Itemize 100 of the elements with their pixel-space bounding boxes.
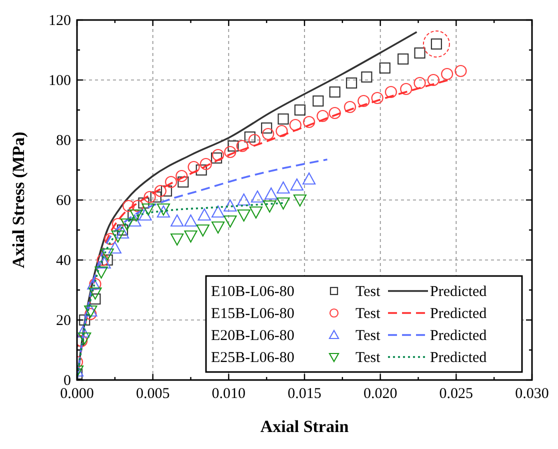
text: E25B-L06-80 Test	[211, 350, 380, 366]
point	[77, 334, 88, 348]
point	[144, 190, 156, 204]
point	[290, 178, 304, 191]
y-tick-label: 100	[48, 73, 71, 89]
text: E20B-L06-80 Test	[211, 328, 380, 344]
point	[262, 128, 274, 140]
point	[414, 47, 426, 59]
point	[188, 160, 200, 174]
point	[79, 314, 90, 326]
point	[358, 94, 370, 108]
point	[329, 86, 340, 98]
point	[441, 68, 454, 80]
x-tick-label: 0.015	[288, 386, 322, 402]
point	[184, 230, 198, 243]
point	[276, 181, 290, 194]
point	[276, 197, 290, 210]
point	[312, 95, 324, 107]
point	[224, 199, 237, 212]
point	[400, 82, 412, 96]
point	[116, 224, 128, 236]
point	[200, 158, 212, 170]
point	[316, 110, 329, 122]
legend-label: Predicted	[430, 350, 488, 366]
point	[196, 164, 207, 176]
text: E10B-L06-80 Test	[211, 284, 380, 300]
point	[276, 124, 288, 138]
legend-label: Predicted	[430, 284, 488, 300]
point	[196, 224, 210, 237]
point	[244, 131, 256, 143]
text: E15B-L06-80 Test	[211, 306, 380, 322]
point	[278, 113, 289, 125]
point	[361, 71, 372, 83]
point	[102, 254, 113, 266]
point	[112, 218, 124, 230]
point	[249, 206, 263, 219]
point	[384, 86, 397, 98]
point	[160, 185, 172, 197]
point	[164, 176, 178, 188]
point	[427, 74, 440, 86]
point	[94, 266, 108, 279]
point	[293, 194, 306, 207]
point	[228, 140, 239, 152]
point	[100, 248, 114, 261]
point	[170, 214, 184, 227]
point	[120, 218, 134, 231]
point	[250, 190, 264, 203]
point	[371, 92, 384, 104]
y-tick-label: 0	[64, 373, 71, 389]
point	[263, 200, 276, 213]
point	[302, 172, 316, 185]
point	[210, 152, 222, 164]
point	[116, 226, 130, 239]
point	[142, 203, 155, 216]
point	[77, 325, 90, 338]
point	[104, 232, 116, 246]
y-tick-label: 80	[56, 133, 71, 149]
point	[294, 104, 306, 116]
point	[154, 184, 166, 198]
x-tick-label: 0.000	[60, 386, 94, 402]
point	[198, 208, 211, 221]
point	[178, 176, 189, 188]
point	[264, 187, 278, 200]
point	[150, 191, 162, 203]
point	[98, 256, 111, 269]
point	[138, 197, 150, 209]
y-tick-label: 40	[56, 253, 71, 269]
point	[132, 200, 144, 212]
x-tick-label: 0.020	[363, 386, 398, 402]
point	[212, 148, 224, 162]
point	[184, 214, 198, 227]
point	[170, 233, 184, 246]
point	[346, 77, 358, 89]
x-tick-label: 0.010	[212, 386, 246, 402]
y-tick-label: 120	[48, 13, 71, 29]
point	[248, 134, 260, 146]
point	[138, 208, 152, 221]
point	[379, 62, 390, 74]
point	[96, 254, 109, 266]
point	[344, 100, 356, 114]
legend-label: Predicted	[430, 328, 488, 344]
point	[130, 209, 143, 222]
point	[289, 118, 302, 132]
point	[84, 308, 97, 320]
y-tick-label: 20	[56, 313, 71, 329]
y-axis-title: Axial Stress (MPa)	[9, 132, 28, 268]
x-axis-title: Axial Strain	[260, 417, 350, 436]
legend-label: Predicted	[430, 306, 488, 322]
point	[78, 332, 92, 345]
point	[212, 205, 225, 218]
x-tick-label: 0.030	[515, 386, 549, 402]
point	[328, 106, 341, 120]
point	[212, 221, 225, 234]
point	[454, 64, 467, 78]
y-tick-label: 60	[56, 193, 71, 209]
point	[224, 215, 237, 228]
point	[111, 230, 124, 243]
point	[237, 209, 250, 222]
point	[176, 170, 188, 182]
point	[236, 140, 248, 152]
